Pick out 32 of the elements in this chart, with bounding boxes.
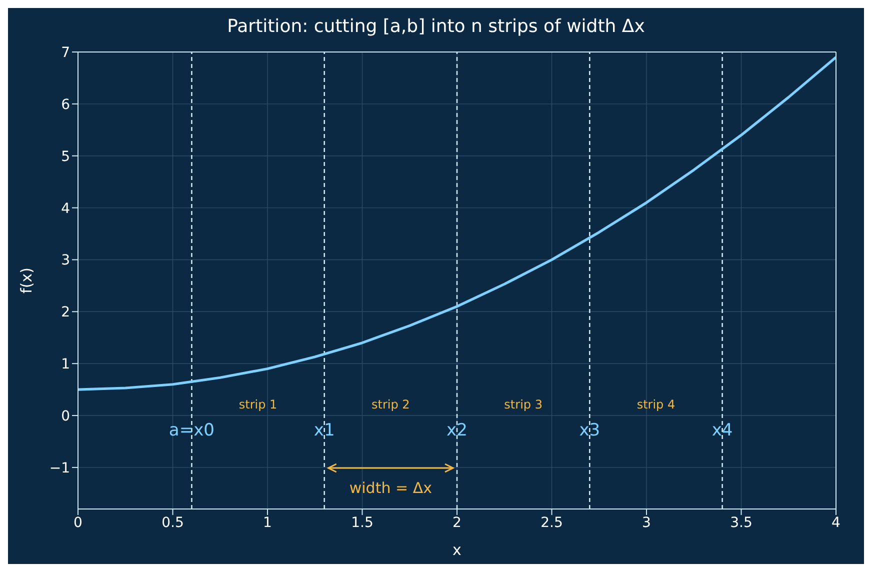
y-tick-label: 5 [61,148,70,165]
ref-line-label: a=x0 [168,420,214,441]
y-tick-label: 1 [61,356,70,373]
ref-line-label: x4 [712,420,733,441]
y-tick-label: 4 [61,200,70,217]
ref-line-label: x3 [579,420,600,441]
ref-line-label: x1 [314,420,335,441]
x-tick-label: 2.5 [540,514,563,531]
chart-title: Partition: cutting [a,b] into n strips of width Δx [226,15,646,39]
x-tick-label: 3.5 [730,514,752,531]
x-tick-label: 2 [452,514,462,531]
line-series [78,56,836,391]
annotation: strip 1 [238,397,278,412]
y-axis-title: f(x) [17,268,36,294]
y-tick-label: 0 [61,408,70,424]
y-tick-label: 2 [61,304,70,321]
ref-line-label: x2 [446,420,468,441]
y-tick-label: −1 [49,460,70,476]
x-tick-label: 1 [263,514,272,531]
annotation: strip 4 [636,397,676,412]
annotation: width = Δx [349,479,432,498]
annotation: strip 3 [504,397,542,412]
x-tick-label: 4 [832,514,841,531]
x-tick-label: 0.5 [162,514,184,531]
y-tick-label: 6 [61,96,70,113]
x-tick-label: 1.5 [351,514,374,531]
annotation: strip 2 [372,397,410,412]
y-tick-label: 7 [61,44,70,61]
y-tick-label: 3 [61,252,70,269]
x-tick-label: 0 [74,514,82,531]
x-tick-label: 3 [642,514,651,531]
x-axis-title: x [452,541,462,559]
